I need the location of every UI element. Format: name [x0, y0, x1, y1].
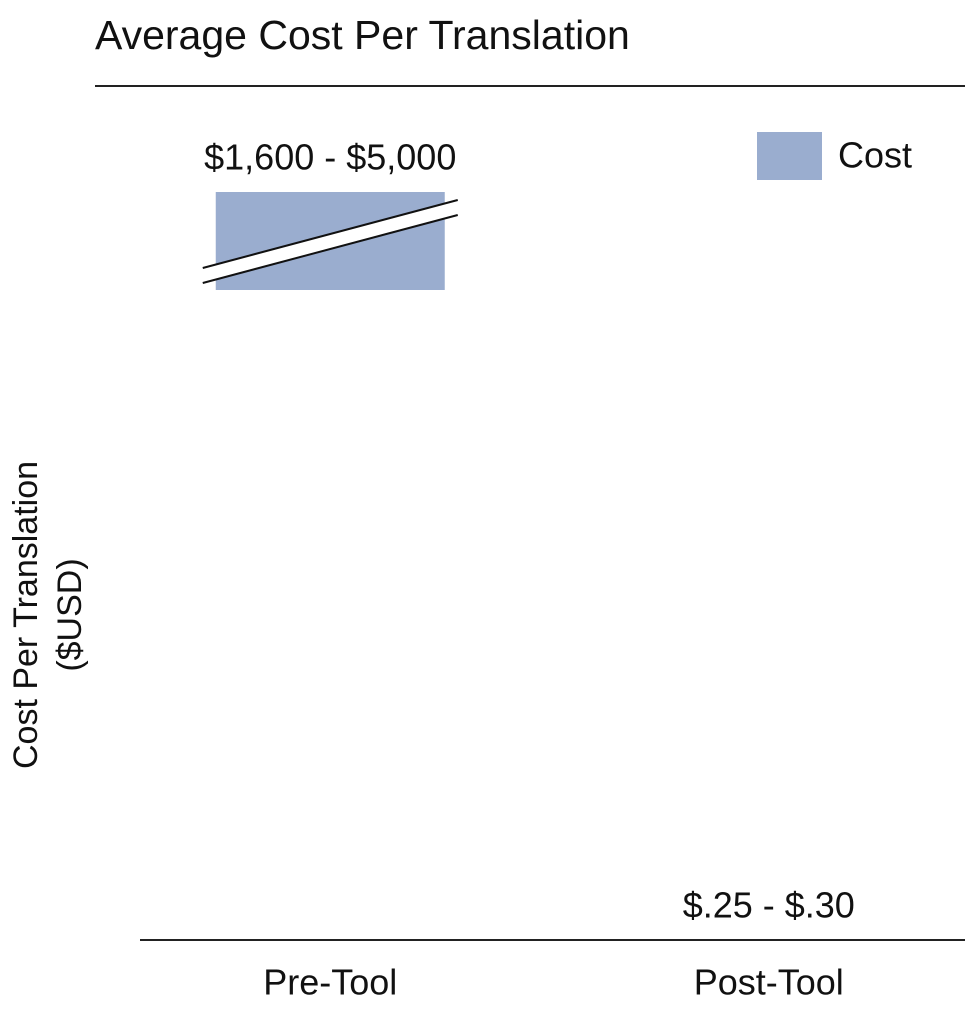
chart-title: Average Cost Per Translation — [95, 12, 630, 58]
value-label: $1,600 - $5,000 — [204, 137, 456, 178]
x-tick-label: Pre-Tool — [263, 962, 397, 1003]
legend-label: Cost — [838, 135, 912, 176]
y-label-line: Cost Per Translation — [7, 461, 45, 769]
axis-break — [202, 200, 458, 283]
y-axis-label: Cost Per Translation ($USD) — [7, 461, 89, 769]
legend-swatch — [757, 132, 822, 180]
value-label: $.25 - $.30 — [683, 884, 855, 925]
y-label-line: ($USD) — [51, 558, 89, 671]
x-tick-label: Post-Tool — [694, 962, 844, 1003]
axis-break-line — [202, 214, 459, 284]
axis-break-line — [202, 199, 459, 269]
